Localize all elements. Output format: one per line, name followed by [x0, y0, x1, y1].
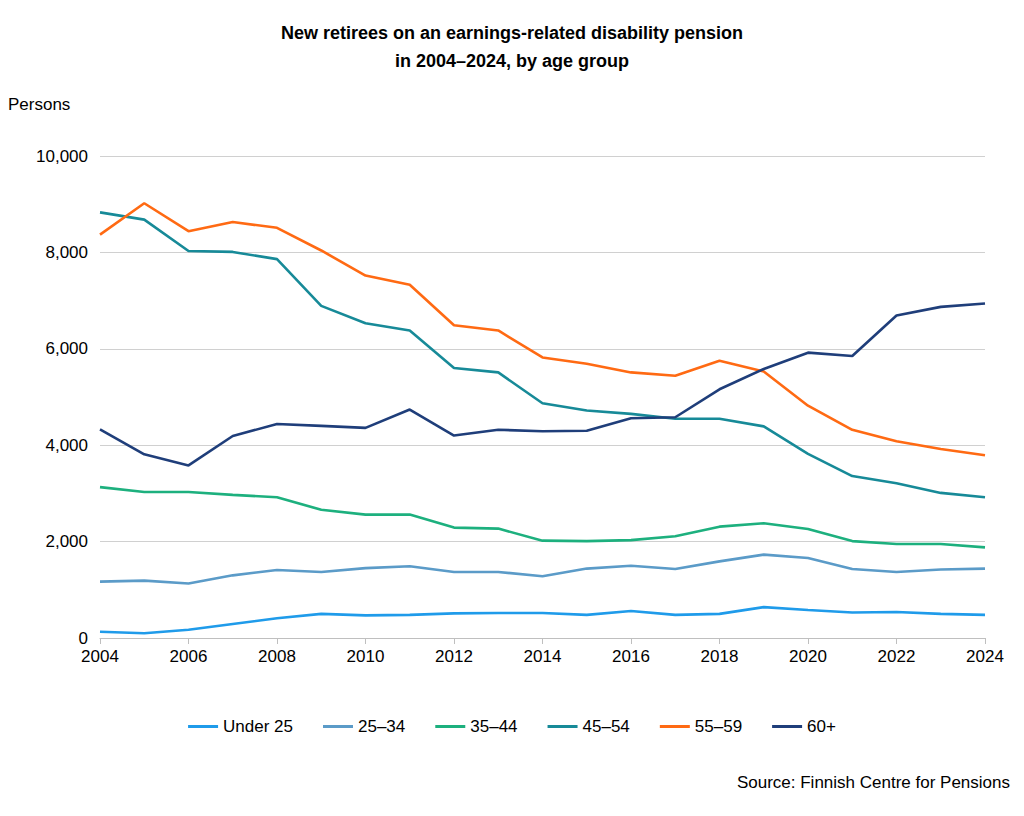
svg-text:6,000: 6,000	[45, 339, 88, 358]
svg-text:8,000: 8,000	[45, 243, 88, 262]
svg-text:2020: 2020	[789, 647, 827, 666]
svg-text:2,000: 2,000	[45, 532, 88, 551]
svg-text:2006: 2006	[170, 647, 208, 666]
svg-text:Source: Finnish Centre for Pen: Source: Finnish Centre for Pensions	[737, 773, 1010, 792]
svg-text:Persons: Persons	[8, 95, 70, 114]
svg-text:35–44: 35–44	[470, 717, 517, 736]
svg-text:2022: 2022	[878, 647, 916, 666]
svg-text:25–34: 25–34	[358, 717, 405, 736]
svg-text:2014: 2014	[524, 647, 562, 666]
svg-text:60+: 60+	[807, 717, 836, 736]
svg-text:2012: 2012	[435, 647, 473, 666]
svg-text:10,000: 10,000	[36, 147, 88, 166]
svg-text:Under 25: Under 25	[223, 717, 293, 736]
svg-text:in 2004–2024, by age group: in 2004–2024, by age group	[395, 51, 629, 71]
svg-text:2004: 2004	[81, 647, 119, 666]
svg-text:2018: 2018	[701, 647, 739, 666]
svg-text:2008: 2008	[258, 647, 296, 666]
svg-text:2016: 2016	[612, 647, 650, 666]
svg-text:2010: 2010	[347, 647, 385, 666]
svg-text:0: 0	[79, 629, 88, 648]
svg-text:New retirees on an earnings-re: New retirees on an earnings-related disa…	[281, 23, 743, 43]
svg-text:55–59: 55–59	[695, 717, 742, 736]
svg-text:2024: 2024	[966, 647, 1004, 666]
svg-text:45–54: 45–54	[583, 717, 630, 736]
svg-text:4,000: 4,000	[45, 436, 88, 455]
